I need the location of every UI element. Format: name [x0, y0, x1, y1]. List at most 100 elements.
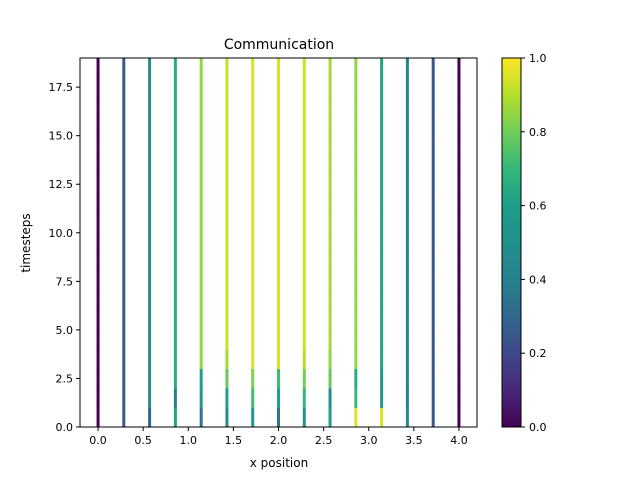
cell-x2-t16 — [148, 96, 152, 117]
cell-x13-t0 — [431, 407, 435, 428]
cell-x10-t13 — [354, 155, 358, 175]
cell-x10-t4 — [354, 329, 358, 350]
y-tick-label: 2.5 — [56, 372, 74, 385]
cell-x9-t6 — [328, 291, 332, 311]
cell-x1-t4 — [122, 329, 126, 350]
cell-x11-t14 — [380, 135, 384, 156]
cell-x1-t16 — [122, 96, 126, 117]
cell-x6-t16 — [251, 96, 255, 117]
colorbar-frame — [501, 57, 522, 428]
cell-x14-t16 — [457, 96, 461, 117]
cell-x11-t3 — [380, 349, 384, 370]
cell-x10-t17 — [354, 77, 358, 98]
cell-x2-t14 — [148, 135, 152, 156]
cell-x2-t5 — [148, 310, 152, 331]
y-tick-label: 12.5 — [49, 178, 74, 191]
cell-x12-t14 — [405, 135, 409, 156]
cell-x14-t18 — [457, 58, 461, 78]
cell-x1-t0 — [122, 407, 126, 428]
cell-x7-t10 — [277, 213, 280, 234]
cell-x11-t17 — [380, 77, 384, 98]
cell-x1-t6 — [122, 291, 126, 311]
cell-x4-t9 — [199, 232, 203, 253]
cell-x13-t6 — [431, 291, 435, 311]
cell-x10-t16 — [354, 96, 358, 117]
cell-x0-t15 — [96, 116, 100, 137]
cell-x13-t1 — [431, 388, 435, 408]
cell-x0-t9 — [96, 232, 100, 253]
cell-x2-t1 — [148, 388, 152, 408]
cell-x2-t12 — [148, 174, 152, 195]
y-tick-label: 10.0 — [49, 227, 74, 240]
cell-x10-t9 — [354, 232, 358, 253]
cell-x14-t12 — [457, 174, 461, 195]
cell-x11-t6 — [380, 291, 384, 311]
cell-x8-t9 — [302, 232, 306, 253]
cell-x11-t11 — [380, 193, 384, 214]
cell-x6-t11 — [251, 193, 255, 214]
cell-x14-t8 — [457, 252, 461, 273]
cell-x11-t16 — [380, 96, 384, 117]
cell-x5-t7 — [225, 271, 229, 292]
cell-x5-t2 — [225, 368, 229, 389]
cell-x5-t5 — [225, 310, 229, 331]
cell-x7-t12 — [277, 174, 280, 195]
cell-x9-t2 — [328, 368, 332, 389]
cell-x14-t6 — [457, 291, 461, 311]
cell-x4-t5 — [199, 310, 203, 331]
colorbar-tick-label: 0.4 — [529, 273, 547, 286]
cell-x6-t12 — [251, 174, 255, 195]
cell-x14-t2 — [457, 368, 461, 389]
cell-x10-t0 — [354, 407, 358, 428]
cell-x1-t3 — [122, 349, 126, 370]
cell-x4-t12 — [199, 174, 203, 195]
cell-x6-t8 — [251, 252, 255, 273]
cell-x6-t18 — [251, 58, 255, 78]
x-tick-label: 0.0 — [89, 434, 107, 447]
cell-x3-t14 — [173, 135, 177, 156]
cell-x12-t13 — [405, 155, 409, 175]
cell-x13-t8 — [431, 252, 435, 273]
cell-x11-t2 — [380, 368, 384, 389]
cell-x2-t15 — [148, 116, 152, 137]
cell-x8-t8 — [302, 252, 306, 273]
cell-x4-t11 — [199, 193, 203, 214]
cell-x12-t16 — [405, 96, 409, 117]
y-axis: 0.0 2.5 5.0 7.5 10.0 12.5 15.0 17.5 — [49, 81, 80, 434]
column-0 — [96, 58, 100, 428]
cell-x7-t11 — [277, 193, 280, 214]
cell-x13-t16 — [431, 96, 435, 117]
cell-x8-t7 — [302, 271, 306, 292]
cell-x4-t0 — [199, 407, 203, 428]
cell-x11-t0 — [380, 407, 384, 428]
cell-x4-t2 — [199, 368, 203, 389]
cell-x12-t15 — [405, 116, 409, 137]
cell-x9-t1 — [328, 388, 332, 408]
cell-x12-t9 — [405, 232, 409, 253]
cell-x7-t14 — [277, 135, 280, 156]
cell-x2-t9 — [148, 232, 152, 253]
cell-x9-t9 — [328, 232, 332, 253]
cell-x8-t17 — [302, 77, 306, 98]
cell-x6-t14 — [251, 135, 255, 156]
cell-x4-t16 — [199, 96, 203, 117]
cell-x3-t4 — [173, 329, 177, 350]
cell-x0-t18 — [96, 58, 100, 78]
cell-x14-t17 — [457, 77, 461, 98]
cell-x13-t7 — [431, 271, 435, 292]
cell-x10-t12 — [354, 174, 358, 195]
cell-x5-t0 — [225, 407, 229, 428]
cell-x10-t1 — [354, 388, 358, 408]
cell-x13-t4 — [431, 329, 435, 350]
cell-x14-t14 — [457, 135, 461, 156]
cell-x4-t10 — [199, 213, 203, 234]
cell-x11-t18 — [380, 58, 384, 78]
cell-x6-t6 — [251, 291, 255, 311]
cell-x3-t3 — [173, 349, 177, 370]
cell-x5-t4 — [225, 329, 229, 350]
cell-x2-t7 — [148, 271, 152, 292]
cell-x7-t5 — [277, 310, 280, 331]
cell-x12-t2 — [405, 368, 409, 389]
cell-x9-t14 — [328, 135, 332, 156]
cell-x9-t0 — [328, 407, 332, 428]
